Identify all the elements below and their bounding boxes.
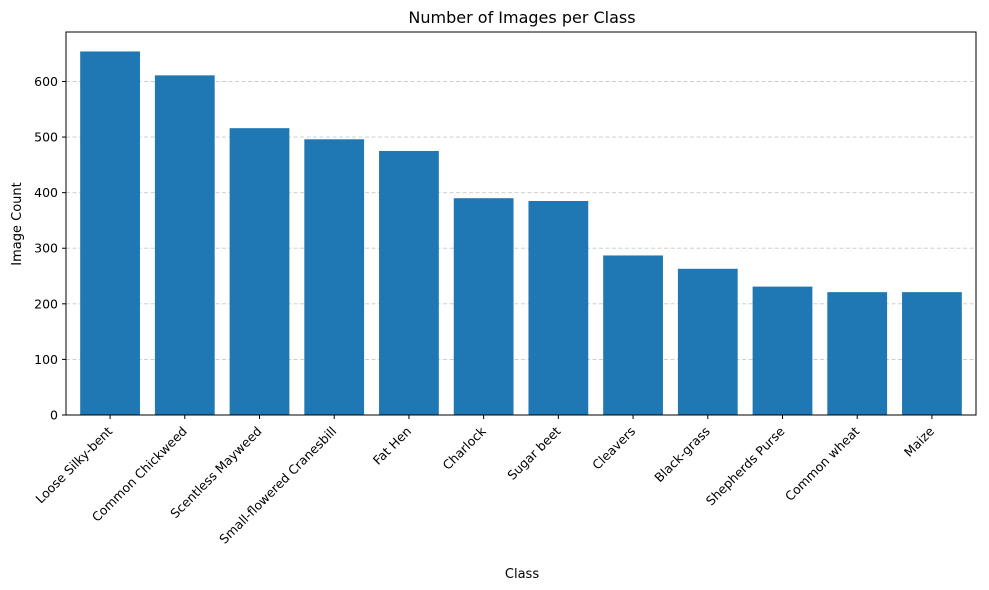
bar: [752, 286, 813, 415]
bar: [603, 255, 663, 415]
bar: [453, 198, 514, 415]
y-tick-label: 300: [34, 241, 58, 256]
x-axis-label: Class: [505, 567, 539, 582]
y-tick-label: 600: [34, 74, 58, 89]
bar: [154, 75, 215, 415]
bar: [304, 139, 365, 415]
y-axis: 0 100 200 300 400 500 600: [34, 74, 66, 423]
bar: [677, 268, 738, 415]
y-tick-label: 500: [34, 130, 58, 145]
bar: [80, 51, 140, 415]
bars: [80, 51, 962, 415]
y-tick-label: 200: [34, 296, 58, 311]
bar: [902, 292, 962, 415]
y-axis-label: Image Count: [10, 182, 25, 265]
y-tick-label: 400: [34, 185, 58, 200]
chart-title: Number of Images per Class: [408, 8, 635, 27]
bar: [827, 292, 888, 415]
y-tick-label: 0: [50, 408, 58, 423]
bar: [229, 128, 290, 415]
plot-frame: [65, 31, 977, 416]
bar: [379, 150, 439, 415]
y-tick-label: 100: [34, 352, 58, 367]
bar: [528, 200, 589, 415]
